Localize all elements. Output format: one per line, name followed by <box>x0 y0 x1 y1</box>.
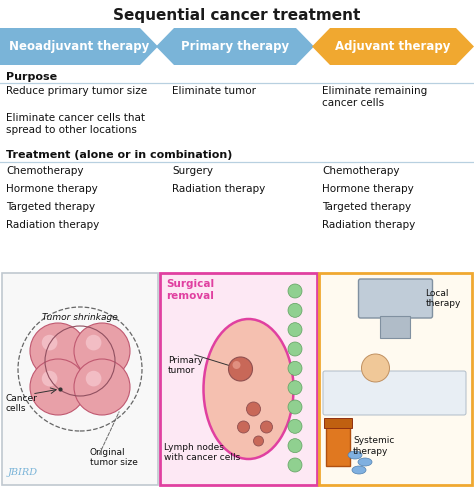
Circle shape <box>288 342 302 356</box>
Text: Surgery: Surgery <box>172 166 213 176</box>
Circle shape <box>246 402 261 416</box>
Text: Purpose: Purpose <box>6 72 57 82</box>
Circle shape <box>233 361 240 369</box>
Circle shape <box>288 400 302 414</box>
Text: Neoadjuvant therapy: Neoadjuvant therapy <box>9 40 149 53</box>
Text: Adjuvant therapy: Adjuvant therapy <box>335 40 451 53</box>
Text: Targeted therapy: Targeted therapy <box>322 202 411 212</box>
Circle shape <box>362 354 390 382</box>
Circle shape <box>261 421 273 433</box>
Circle shape <box>288 458 302 472</box>
Ellipse shape <box>358 458 372 466</box>
Text: Primary
tumor: Primary tumor <box>168 356 203 375</box>
Text: Radiation therapy: Radiation therapy <box>322 220 415 230</box>
Circle shape <box>237 421 249 433</box>
Circle shape <box>74 359 130 415</box>
Text: Reduce primary tumor size: Reduce primary tumor size <box>6 86 147 96</box>
Text: Treatment (alone or in combination): Treatment (alone or in combination) <box>6 150 232 160</box>
Text: Eliminate tumor: Eliminate tumor <box>172 86 256 96</box>
Text: Tumor shrinkage: Tumor shrinkage <box>42 313 118 322</box>
Text: JBIRD: JBIRD <box>8 468 38 477</box>
Polygon shape <box>312 28 474 65</box>
Circle shape <box>228 357 253 381</box>
FancyBboxPatch shape <box>319 273 472 485</box>
Text: Chemotherapy: Chemotherapy <box>6 166 83 176</box>
Polygon shape <box>156 28 314 65</box>
Ellipse shape <box>203 319 293 459</box>
Text: Local
therapy: Local therapy <box>426 289 461 308</box>
Circle shape <box>288 361 302 375</box>
Text: Eliminate cancer cells that
spread to other locations: Eliminate cancer cells that spread to ot… <box>6 112 145 135</box>
Circle shape <box>288 381 302 394</box>
Circle shape <box>86 335 101 351</box>
Circle shape <box>74 323 130 379</box>
Ellipse shape <box>348 451 362 459</box>
Text: Lymph nodes
with cancer cells: Lymph nodes with cancer cells <box>164 443 240 462</box>
Text: Cancer
cells: Cancer cells <box>6 394 38 413</box>
Circle shape <box>42 371 57 387</box>
FancyBboxPatch shape <box>326 426 350 466</box>
Circle shape <box>288 303 302 318</box>
Ellipse shape <box>352 466 366 474</box>
FancyBboxPatch shape <box>323 371 466 415</box>
Text: Sequential cancer treatment: Sequential cancer treatment <box>113 8 361 23</box>
Text: Hormone therapy: Hormone therapy <box>322 184 414 194</box>
Text: Primary therapy: Primary therapy <box>181 40 289 53</box>
Text: Targeted therapy: Targeted therapy <box>6 202 95 212</box>
Text: Systemic
therapy: Systemic therapy <box>353 436 394 456</box>
Text: Hormone therapy: Hormone therapy <box>6 184 98 194</box>
Polygon shape <box>0 28 158 65</box>
Circle shape <box>288 419 302 433</box>
Text: Original
tumor size: Original tumor size <box>90 448 138 467</box>
Circle shape <box>86 371 101 387</box>
Text: Surgical
removal: Surgical removal <box>166 279 214 300</box>
FancyBboxPatch shape <box>160 273 317 485</box>
Circle shape <box>288 284 302 298</box>
FancyBboxPatch shape <box>2 273 158 485</box>
Text: Radiation therapy: Radiation therapy <box>172 184 265 194</box>
Circle shape <box>30 359 86 415</box>
FancyBboxPatch shape <box>324 418 352 428</box>
Text: Radiation therapy: Radiation therapy <box>6 220 99 230</box>
Circle shape <box>288 323 302 337</box>
Circle shape <box>42 335 57 351</box>
Circle shape <box>30 323 86 379</box>
FancyBboxPatch shape <box>381 316 410 338</box>
Circle shape <box>288 439 302 453</box>
Text: Chemotherapy: Chemotherapy <box>322 166 400 176</box>
FancyBboxPatch shape <box>358 279 432 318</box>
Circle shape <box>254 436 264 446</box>
Text: Eliminate remaining
cancer cells: Eliminate remaining cancer cells <box>322 86 427 109</box>
